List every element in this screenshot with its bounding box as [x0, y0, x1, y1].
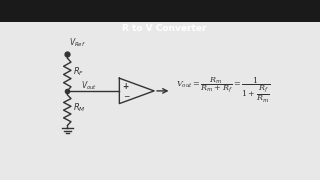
- Text: R to V Converter: R to V Converter: [122, 24, 206, 33]
- Text: $R_M$: $R_M$: [73, 102, 85, 114]
- Text: $V_{out}$: $V_{out}$: [81, 79, 97, 92]
- Text: +: +: [123, 82, 129, 91]
- Text: $-$: $-$: [123, 91, 130, 100]
- Text: $R_F$: $R_F$: [73, 65, 84, 78]
- Text: $V_{out} = \dfrac{R_m}{R_m+R_f} = \dfrac{1}{1+\dfrac{R_f}{R_m}}$: $V_{out} = \dfrac{R_m}{R_m+R_f} = \dfrac…: [176, 76, 271, 105]
- Text: $V_{Ref}$: $V_{Ref}$: [69, 36, 86, 49]
